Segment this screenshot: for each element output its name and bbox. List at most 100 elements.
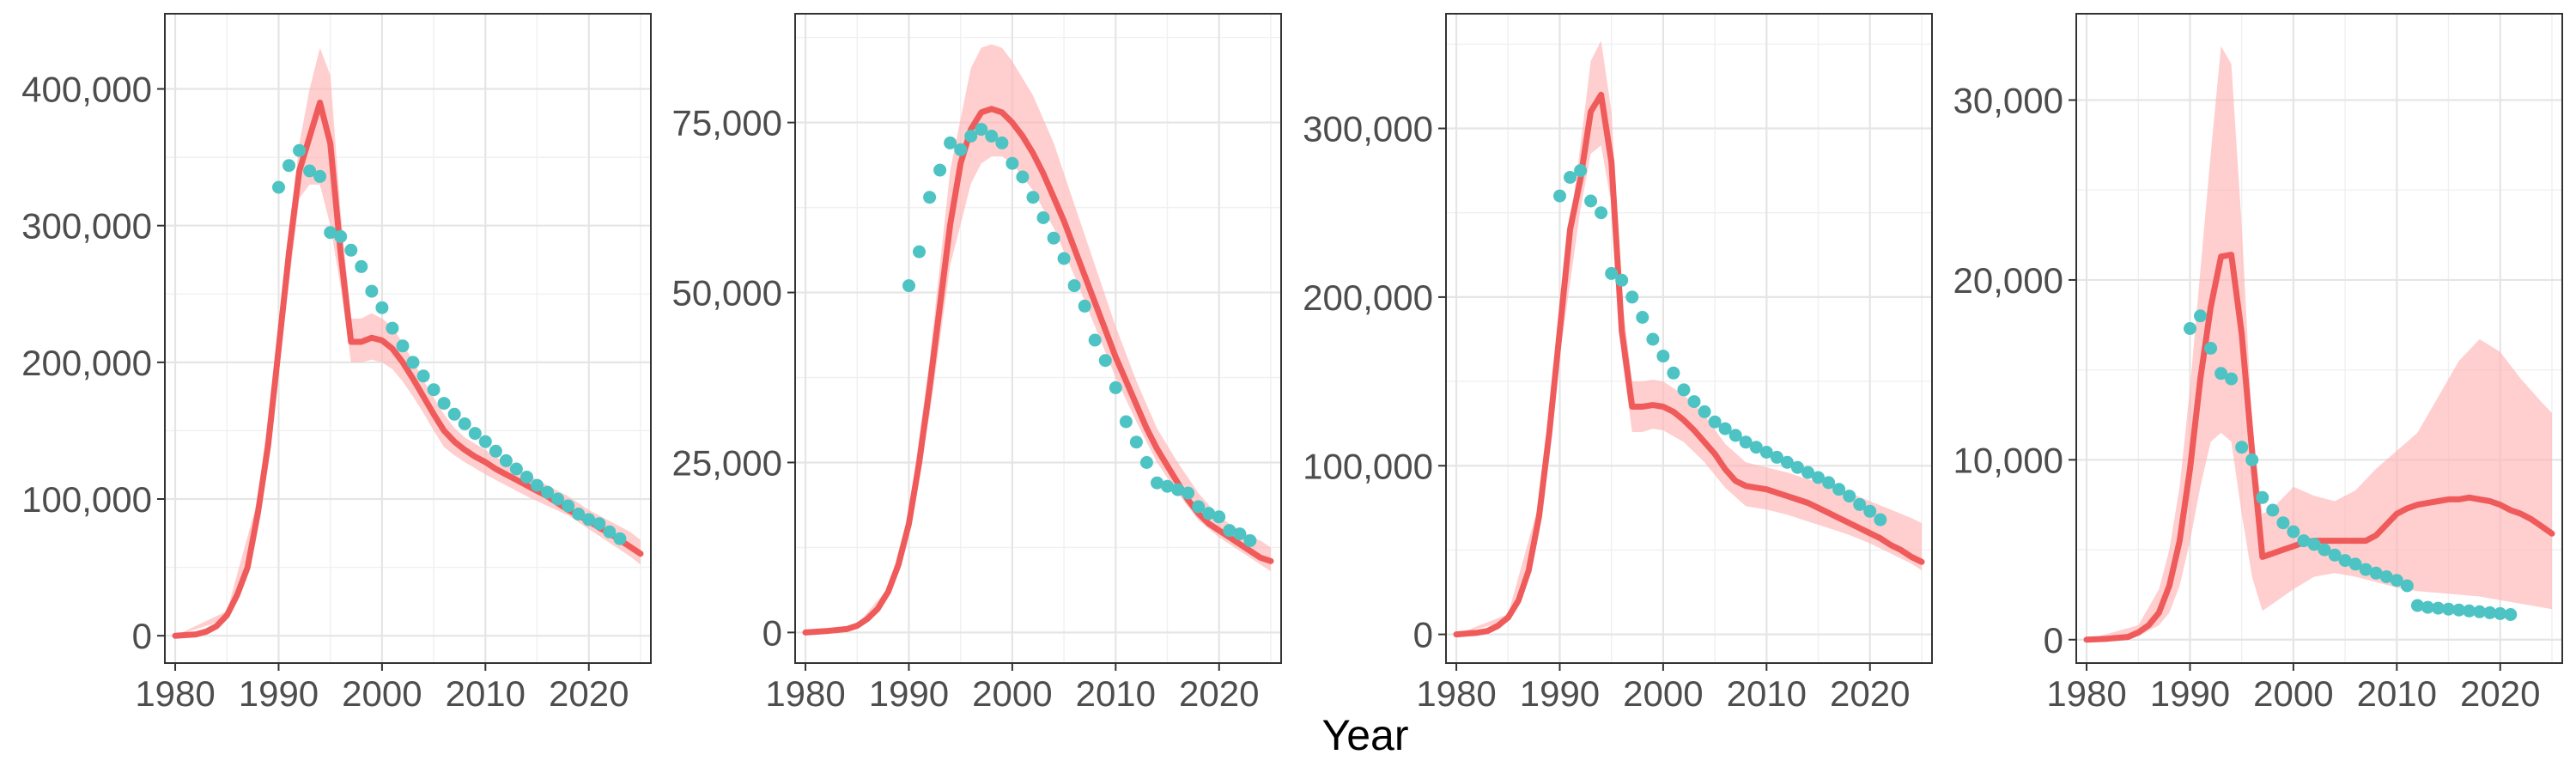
observed-point — [313, 169, 327, 183]
observed-point — [365, 284, 379, 298]
model-uncertainty-band — [2087, 46, 2552, 640]
observed-point — [283, 159, 295, 173]
observed-point — [1212, 510, 1226, 524]
observed-point — [1687, 395, 1701, 409]
observed-point — [2204, 342, 2218, 355]
y-tick-label: 30,000 — [1953, 81, 2063, 121]
x-tick-label: 1990 — [869, 673, 949, 714]
panel-border — [2075, 13, 2563, 664]
observed-point — [1005, 156, 1019, 170]
observed-point — [1192, 500, 1206, 514]
observed-point — [1109, 380, 1122, 394]
panel-border — [164, 13, 652, 664]
observed-point — [1057, 252, 1071, 265]
observed-point — [1749, 441, 1763, 454]
observed-point — [964, 130, 978, 143]
observed-point — [1636, 311, 1649, 324]
x-tick-label: 2020 — [1830, 673, 1910, 714]
x-tick-label: 2020 — [2460, 673, 2540, 714]
observed-point — [520, 471, 533, 484]
observed-point — [592, 517, 606, 531]
observed-point — [572, 508, 586, 520]
observed-point — [1233, 527, 1247, 541]
observed-point — [2473, 605, 2487, 618]
model-uncertainty-band — [175, 47, 641, 636]
observed-point — [954, 143, 968, 156]
observed-point — [1625, 290, 1639, 304]
observed-point — [603, 525, 617, 539]
panel-border — [794, 13, 1282, 664]
y-tick-label: 100,000 — [21, 479, 152, 520]
observed-point — [344, 243, 358, 257]
x-tick-label: 1980 — [2046, 673, 2126, 714]
y-tick-label: 20,000 — [1953, 260, 2063, 301]
y-tick-label: 100,000 — [1303, 446, 1433, 486]
observed-point — [272, 180, 285, 194]
observed-point — [2266, 503, 2280, 517]
x-tick-label: 1990 — [239, 673, 319, 714]
observed-point — [1677, 383, 1691, 397]
observed-point — [2442, 602, 2455, 616]
observed-point — [2494, 606, 2507, 620]
observed-point — [613, 532, 627, 545]
panel-2: 0 25,000 50,000 75,000 1980 1990 2000 2010 2020 — [672, 13, 1282, 714]
x-tick-label: 2010 — [2357, 673, 2437, 714]
observed-point — [1667, 366, 1680, 380]
observed-point — [1801, 466, 1814, 479]
observed-point — [1161, 479, 1174, 493]
observed-point — [1098, 354, 1112, 368]
observed-point — [1564, 171, 1577, 184]
y-tick-label: 200,000 — [21, 343, 152, 383]
observed-point — [2504, 608, 2518, 621]
observed-point — [458, 417, 471, 430]
x-tick-label: 2020 — [549, 673, 629, 714]
observed-point — [1182, 486, 1195, 500]
observed-point — [2276, 516, 2290, 530]
x-tick-label: 1990 — [1520, 673, 1600, 714]
observed-point — [1553, 189, 1566, 203]
observed-point — [531, 478, 544, 492]
observed-point — [1016, 170, 1030, 184]
observed-point — [1770, 450, 1783, 464]
y-tick-label: 10,000 — [1953, 440, 2063, 480]
observed-point — [2338, 554, 2352, 568]
observed-point — [985, 130, 999, 143]
observed-point — [1605, 266, 1619, 280]
x-tick-label: 2020 — [1179, 673, 1259, 714]
x-tick-label: 2010 — [1076, 673, 1156, 714]
x-tick-label: 2000 — [2253, 673, 2333, 714]
x-tick-label: 2000 — [342, 673, 422, 714]
observed-point — [2432, 601, 2445, 615]
y-tick-label: 400,000 — [21, 70, 152, 110]
observed-point — [1026, 191, 1040, 204]
observed-point — [2359, 563, 2372, 576]
observed-point — [1843, 490, 1856, 503]
observed-point — [1119, 415, 1133, 429]
observed-point — [1595, 206, 1608, 220]
observed-point — [923, 191, 937, 204]
observed-point — [1574, 164, 1588, 178]
observed-point — [2307, 538, 2321, 551]
observed-point — [468, 427, 482, 441]
observed-point — [1088, 333, 1102, 347]
model-line — [2083, 252, 2555, 643]
observed-point — [2369, 566, 2383, 580]
observed-point — [293, 143, 307, 157]
observed-point — [1078, 299, 1091, 313]
observed-point — [913, 245, 926, 259]
observed-point — [1739, 435, 1753, 449]
observed-point — [406, 356, 420, 369]
observed-point — [1202, 507, 1216, 520]
y-tick-label: 25,000 — [672, 442, 782, 483]
observed-point — [1759, 446, 1773, 459]
observed-point — [1151, 476, 1163, 490]
observed-point — [499, 453, 513, 467]
observed-point — [2410, 599, 2424, 612]
y-tick-label: 200,000 — [1303, 277, 1433, 318]
observed-point — [2256, 490, 2269, 504]
observed-point — [975, 123, 988, 137]
observed-point — [1822, 476, 1836, 490]
y-tick-label: 300,000 — [1303, 109, 1433, 149]
observed-point — [2328, 548, 2342, 562]
